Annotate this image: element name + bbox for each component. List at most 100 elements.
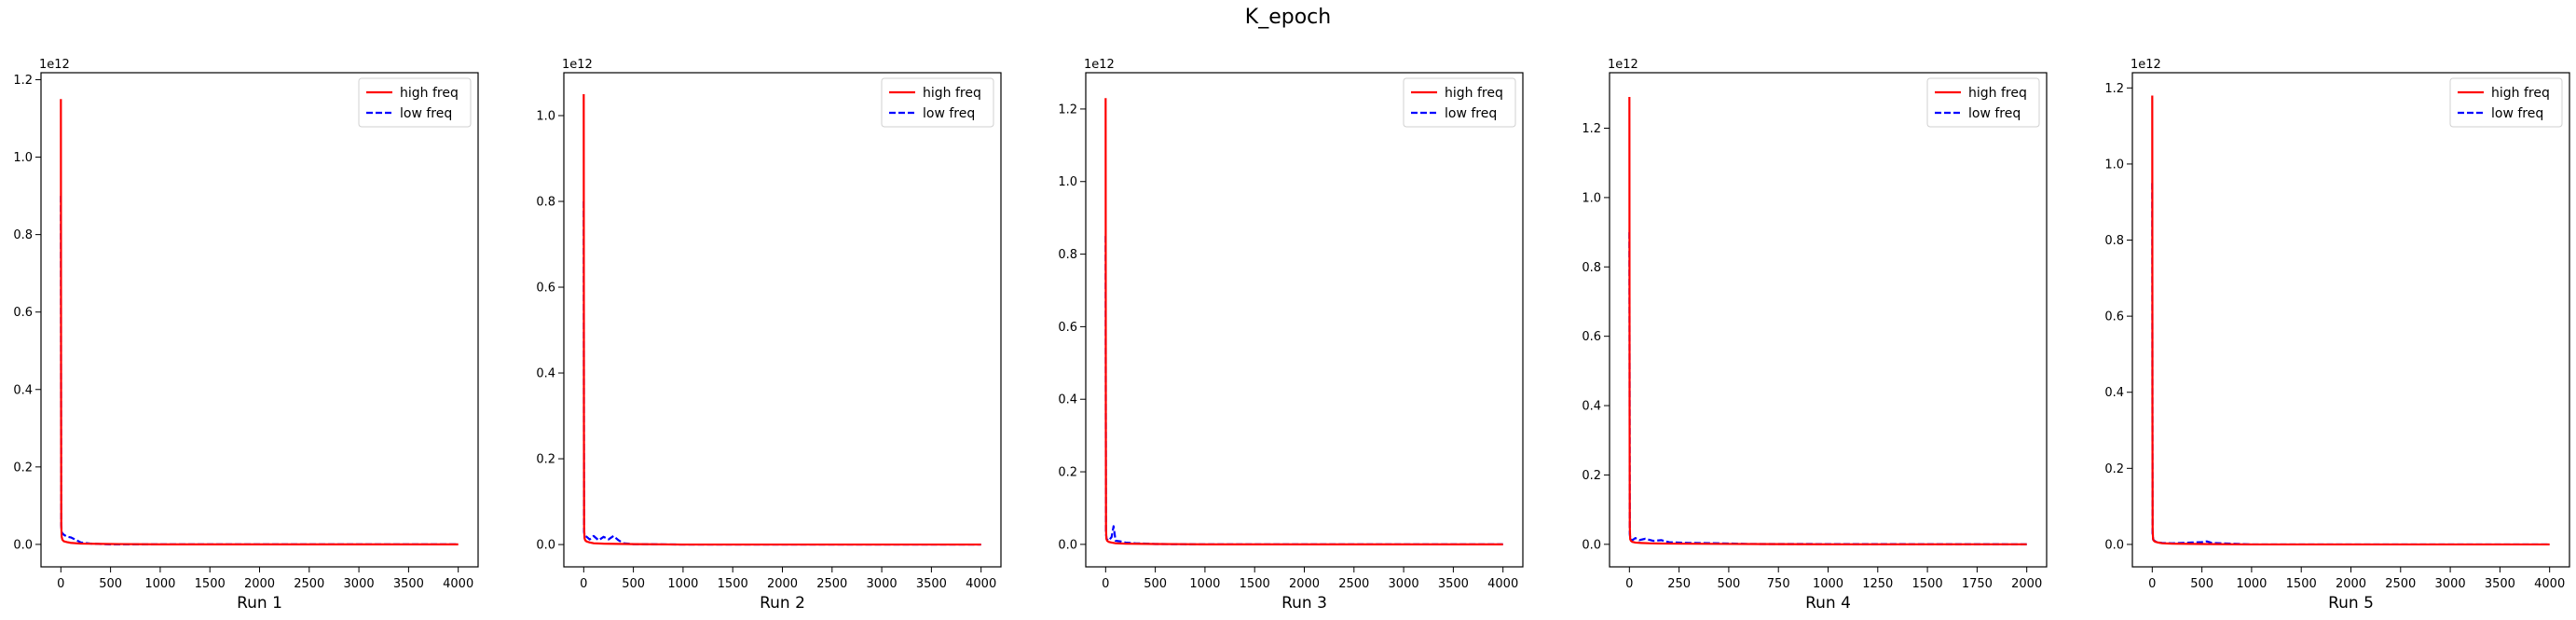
x-tick-label: 4000 <box>2534 577 2565 591</box>
legend-box <box>2449 77 2563 128</box>
subplot-run-1: 0 500 1000 1500 2000 2500 3000 3500 4000 0.0 0.2 0.… <box>13 58 479 613</box>
legend-label: low freq <box>2491 106 2543 121</box>
y-tick-label: 0.4 <box>13 383 33 397</box>
x-tick-label: 0 <box>580 577 587 591</box>
series-line-high-freq <box>60 99 459 546</box>
x-axis-label: Run 1 <box>237 594 282 613</box>
legend-label: low freq <box>923 106 975 121</box>
legend: high freq low freq <box>1926 77 2040 128</box>
x-tick-label: 2000 <box>244 577 275 591</box>
series-line-high-freq <box>582 93 981 546</box>
x-tick-label: 1000 <box>144 577 175 591</box>
subplot-run-2: 0 500 1000 1500 2000 2500 3000 3500 4000 0.0 0.2 0.… <box>536 58 1002 613</box>
series-line-high-freq <box>2151 95 2550 546</box>
y-tick-label: 0.6 <box>2104 310 2124 324</box>
x-axis-label: Run 4 <box>1805 594 1851 613</box>
x-tick-label: 2000 <box>767 577 798 591</box>
x-axis-label: Run 2 <box>760 594 805 613</box>
x-tick-label: 4000 <box>966 577 996 591</box>
y-tick-label: 0.0 <box>1582 538 1601 552</box>
y-tick-label: 1.2 <box>1582 122 1601 136</box>
x-tick-label: 500 <box>99 577 122 591</box>
legend-label: high freq <box>400 86 459 101</box>
series-line-low-freq <box>582 201 981 546</box>
x-tick-label: 3000 <box>2435 577 2466 591</box>
axes-frame <box>1085 72 1524 568</box>
x-tick-label: 2500 <box>816 577 847 591</box>
y-tick-label: 0.0 <box>13 538 33 552</box>
x-axis-label: Run 5 <box>2328 594 2374 613</box>
y-offset-label: 1e12 <box>39 58 70 72</box>
y-tick-label: 1.2 <box>2104 82 2124 96</box>
x-tick-label: 4000 <box>443 577 473 591</box>
x-tick-label: 1500 <box>1912 577 1943 591</box>
y-tick-label: 0.4 <box>2104 386 2124 400</box>
y-tick-label: 0.2 <box>1058 466 1077 480</box>
x-tick-label: 500 <box>1144 577 1167 591</box>
y-tick-label: 0.2 <box>536 453 555 467</box>
y-tick-label: 0.8 <box>2104 234 2124 248</box>
y-tick-label: 0.6 <box>1058 321 1077 335</box>
y-tick-label: 0.4 <box>1058 393 1077 407</box>
y-tick-label: 1.0 <box>13 151 33 165</box>
x-tick-label: 1000 <box>1189 577 1220 591</box>
x-tick-label: 3500 <box>2485 577 2515 591</box>
x-tick-label: 3500 <box>1438 577 1469 591</box>
y-tick-label: 0.4 <box>536 367 555 381</box>
x-tick-label: 3500 <box>393 577 424 591</box>
x-tick-label: 2000 <box>2336 577 2366 591</box>
y-tick-label: 0.8 <box>1582 261 1601 275</box>
legend-label: high freq <box>1445 86 1503 101</box>
legend-label: high freq <box>1968 86 2027 101</box>
x-tick-label: 3000 <box>344 577 375 591</box>
x-tick-label: 2000 <box>1289 577 1320 591</box>
legend-label: high freq <box>2491 86 2550 101</box>
x-tick-label: 0 <box>1625 577 1633 591</box>
x-tick-label: 500 <box>622 577 645 591</box>
y-tick-label: 0.0 <box>536 539 555 553</box>
y-tick-label: 0.6 <box>536 282 555 296</box>
x-tick-label: 500 <box>1717 577 1740 591</box>
x-tick-label: 1500 <box>718 577 748 591</box>
subplot-run-5: 0 500 1000 1500 2000 2500 3000 3500 4000 0.0 0.2 0.… <box>2104 58 2570 613</box>
y-tick-label: 0.0 <box>1058 538 1077 552</box>
x-tick-label: 1000 <box>1813 577 1843 591</box>
legend: high freq low freq <box>358 77 472 128</box>
legend-label: high freq <box>923 86 981 101</box>
legend-box <box>1926 77 2040 128</box>
y-tick-label: 1.0 <box>1058 175 1077 189</box>
legend: high freq low freq <box>2449 77 2563 128</box>
x-axis-label: Run 3 <box>1281 594 1327 613</box>
y-tick-label: 0.4 <box>1582 400 1601 414</box>
y-offset-label: 1e12 <box>562 58 593 72</box>
y-tick-label: 0.8 <box>536 196 555 210</box>
legend: high freq low freq <box>1403 77 1516 128</box>
subplot-run-4: 0 250 500 750 1000 1250 1500 1750 2000 0.0 0.2 0.4 0… <box>1582 58 2048 613</box>
subplot-run-3: 0 500 1000 1500 2000 2500 3000 3500 4000 0.0 0.2 0.… <box>1058 58 1524 613</box>
x-tick-label: 2000 <box>2011 577 2042 591</box>
y-offset-label: 1e12 <box>2131 58 2161 72</box>
y-tick-label: 0.2 <box>13 461 33 475</box>
y-offset-label: 1e12 <box>1608 58 1638 72</box>
x-tick-label: 1000 <box>667 577 698 591</box>
x-tick-label: 4000 <box>1487 577 1518 591</box>
legend: high freq low freq <box>881 77 994 128</box>
y-tick-label: 0.2 <box>1582 469 1601 483</box>
y-tick-label: 1.0 <box>536 110 555 124</box>
x-tick-label: 1500 <box>2286 577 2317 591</box>
x-tick-label: 2500 <box>1338 577 1369 591</box>
axes-frame <box>40 72 479 568</box>
x-tick-label: 1500 <box>1240 577 1270 591</box>
legend-box <box>358 77 472 128</box>
x-tick-label: 0 <box>2148 577 2156 591</box>
legend-box <box>1403 77 1516 128</box>
x-tick-label: 3000 <box>1389 577 1419 591</box>
y-tick-label: 1.2 <box>1058 103 1077 117</box>
legend-box <box>881 77 994 128</box>
x-tick-label: 1750 <box>1962 577 1993 591</box>
y-tick-label: 0.6 <box>13 306 33 320</box>
x-tick-label: 2500 <box>294 577 324 591</box>
x-tick-label: 3500 <box>916 577 947 591</box>
axes-frame <box>1609 72 2048 568</box>
x-tick-label: 500 <box>2190 577 2213 591</box>
